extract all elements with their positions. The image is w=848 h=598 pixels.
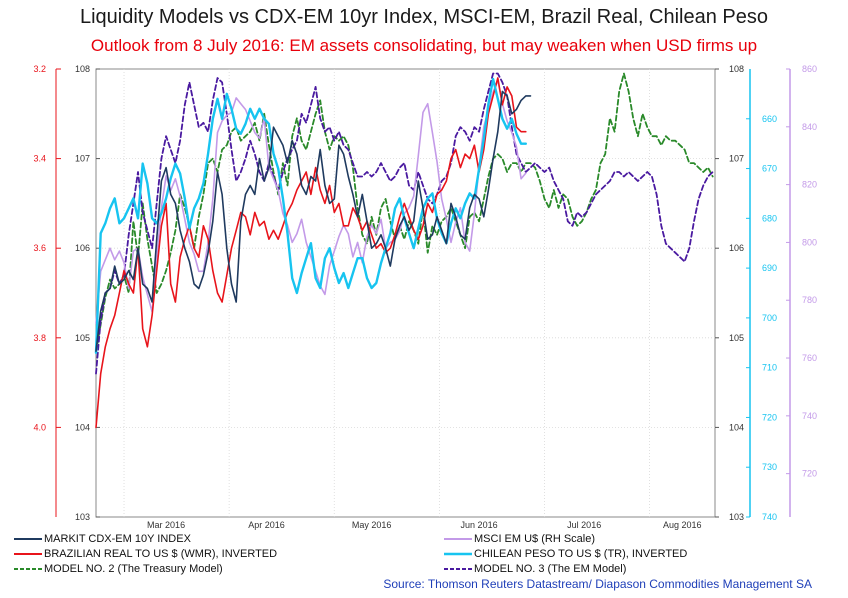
legend-swatch-clp <box>444 552 472 556</box>
legend-label-msci: MSCI EM U$ (RH Scale) <box>474 533 596 545</box>
axis-label-msci: 820 <box>802 180 817 190</box>
axis-label-clp: 700 <box>762 313 777 323</box>
legend-label-cdx: MARKIT CDX-EM 10Y INDEX <box>44 533 191 545</box>
axis-label-brl: 3.2 <box>33 64 46 74</box>
axis-label-msci: 760 <box>802 353 817 363</box>
legend-swatch-cdx <box>14 538 42 540</box>
axis-label-cdx-left: 108 <box>75 64 90 74</box>
axis-label-cdx-right: 108 <box>729 64 744 74</box>
legend-label-clp: CHILEAN PESO TO US $ (TR), INVERTED <box>474 548 688 560</box>
legend-label-brl: BRAZILIAN REAL TO US $ (WMR), INVERTED <box>44 548 278 560</box>
axis-label-clp: 720 <box>762 412 777 422</box>
x-tick-label: Apr 2016 <box>248 520 285 530</box>
legend-label-model2: MODEL NO. 2 (The Treasury Model) <box>44 563 223 575</box>
x-tick-label: Jul 2016 <box>567 520 601 530</box>
axis-label-cdx-right: 107 <box>729 154 744 164</box>
axis-label-cdx-right: 105 <box>729 333 744 343</box>
axis-label-cdx-left: 103 <box>75 512 90 522</box>
x-tick-label: Mar 2016 <box>147 520 185 530</box>
source-note: Source: Thomson Reuters Datastream/ Diap… <box>383 577 812 591</box>
axis-label-msci: 740 <box>802 411 817 421</box>
axis-label-msci: 780 <box>802 295 817 305</box>
axis-label-brl: 3.6 <box>33 243 46 253</box>
axis-label-clp: 680 <box>762 213 777 223</box>
series-line-brl <box>95 77 527 429</box>
axis-label-cdx-right: 103 <box>729 512 744 522</box>
legend-swatch-model2 <box>14 568 42 570</box>
x-tick-label: May 2016 <box>352 520 392 530</box>
axis-label-clp: 710 <box>762 363 777 373</box>
series-line-cdx <box>95 90 532 352</box>
legend-label-model3: MODEL NO. 3 (The EM Model) <box>474 563 627 575</box>
axis-label-msci: 720 <box>802 469 817 479</box>
axis-label-clp: 660 <box>762 114 777 124</box>
axis-label-brl: 3.8 <box>33 333 46 343</box>
series-line-model2 <box>95 72 714 353</box>
axis-label-cdx-left: 105 <box>75 333 90 343</box>
x-tick-label: Jun 2016 <box>461 520 498 530</box>
axis-label-msci: 840 <box>802 122 817 132</box>
axis-label-cdx-left: 104 <box>75 422 90 432</box>
axis-label-clp: 690 <box>762 263 777 273</box>
axis-label-cdx-left: 106 <box>75 243 90 253</box>
axis-label-brl: 3.4 <box>33 154 46 164</box>
axis-label-clp: 670 <box>762 164 777 174</box>
axis-label-clp: 740 <box>762 512 777 522</box>
axis-label-cdx-left: 107 <box>75 154 90 164</box>
legend-swatch-brl <box>14 553 42 555</box>
plot-frame <box>95 68 716 518</box>
legend-swatch-msci <box>444 538 472 540</box>
axis-label-cdx-right: 104 <box>729 422 744 432</box>
axis-label-msci: 800 <box>802 237 817 247</box>
series-line-model3 <box>95 72 714 375</box>
legend-swatch-model3 <box>444 568 472 570</box>
axis-label-clp: 730 <box>762 462 777 472</box>
x-tick-label: Aug 2016 <box>663 520 702 530</box>
axis-label-msci: 860 <box>802 64 817 74</box>
chart-title: Liquidity Models vs CDX-EM 10yr Index, M… <box>79 6 769 28</box>
axis-label-cdx-right: 106 <box>729 243 744 253</box>
chart-subtitle: Outlook from 8 July 2016: EM assets cons… <box>90 36 758 55</box>
axis-label-brl: 4.0 <box>33 422 46 432</box>
